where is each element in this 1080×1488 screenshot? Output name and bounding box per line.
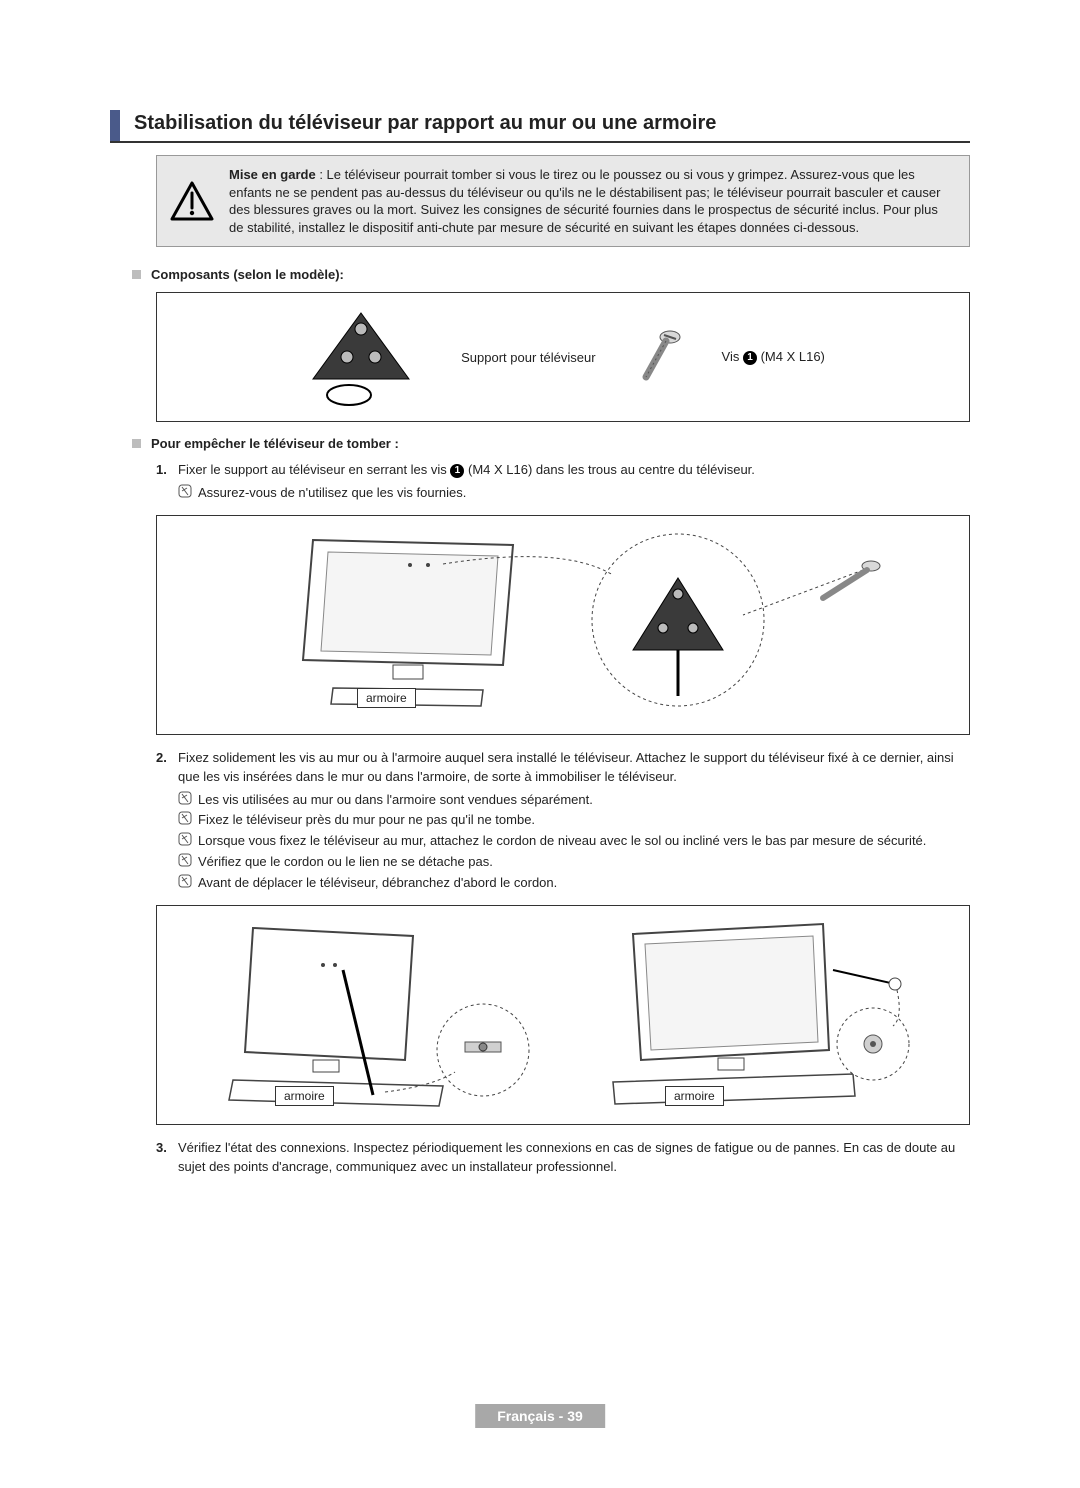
diagram-label-armoire: armoire: [357, 688, 416, 708]
step-3: 3. Vérifiez l'état des connexions. Inspe…: [156, 1139, 970, 1177]
figure-step1: armoire: [156, 515, 970, 735]
figure-components: Support pour téléviseur Vis 1 (M4 X L16): [156, 292, 970, 422]
step-2-note: Fixez le téléviseur près du mur pour ne …: [178, 811, 970, 830]
subheading-prevent: Pour empêcher le téléviseur de tomber :: [132, 436, 970, 451]
step-3-number: 3.: [156, 1139, 178, 1177]
section-heading: Stabilisation du téléviseur par rapport …: [110, 110, 970, 143]
heading-accent-bar: [110, 110, 120, 141]
note-icon: [178, 791, 198, 810]
step-2-note-text: Fixez le téléviseur près du mur pour ne …: [198, 811, 970, 830]
warning-text: Mise en garde : Le téléviseur pourrait t…: [229, 166, 955, 236]
note-icon: [178, 874, 198, 893]
screw-number-badge: 1: [743, 351, 757, 365]
warning-box: Mise en garde : Le téléviseur pourrait t…: [156, 155, 970, 247]
step-2-note: Avant de déplacer le téléviseur, débranc…: [178, 874, 970, 893]
step-2-text: Fixez solidement les vis au mur ou à l'a…: [178, 750, 954, 784]
step-1-note-text: Assurez-vous de n'utilisez que les vis f…: [198, 484, 970, 503]
note-icon: [178, 811, 198, 830]
step-2-note: Les vis utilisées au mur ou dans l'armoi…: [178, 791, 970, 810]
step-1-number: 1.: [156, 461, 178, 505]
warning-bold: Mise en garde: [229, 167, 316, 182]
note-icon: [178, 832, 198, 851]
step-2: 2. Fixez solidement les vis au mur ou à …: [156, 749, 970, 895]
note-icon: [178, 484, 198, 503]
step-2-note-text: Lorsque vous fixez le téléviseur au mur,…: [198, 832, 970, 851]
step1-diagram: [183, 520, 943, 730]
bullet-square-icon: [132, 439, 141, 448]
step-2-number: 2.: [156, 749, 178, 895]
subheading-prevent-text: Pour empêcher le téléviseur de tomber :: [151, 436, 399, 451]
bullet-square-icon: [132, 270, 141, 279]
warning-icon: [167, 181, 217, 221]
holder-label: Support pour téléviseur: [461, 350, 595, 365]
step-1-text-prefix: Fixer le support au téléviseur en serran…: [178, 462, 450, 477]
screw-number-badge: 1: [450, 464, 464, 478]
step-2-note-text: Avant de déplacer le téléviseur, débranc…: [198, 874, 970, 893]
step-3-text: Vérifiez l'état des connexions. Inspecte…: [178, 1139, 970, 1177]
step-1-text-suffix: (M4 X L16) dans les trous au centre du t…: [464, 462, 755, 477]
screw-label-prefix: Vis: [722, 349, 743, 364]
page-footer: Français - 39: [475, 1404, 605, 1428]
step-2-note: Vérifiez que le cordon ou le lien ne se …: [178, 853, 970, 872]
step-1: 1. Fixer le support au téléviseur en ser…: [156, 461, 970, 505]
diagram-label-armoire: armoire: [275, 1086, 334, 1106]
note-icon: [178, 853, 198, 872]
subheading-components: Composants (selon le modèle):: [132, 267, 970, 282]
step-1-note: Assurez-vous de n'utilisez que les vis f…: [178, 484, 970, 503]
diagram-label-armoire: armoire: [665, 1086, 724, 1106]
screw-label: Vis 1 (M4 X L16): [722, 349, 825, 365]
step-2-note-text: Les vis utilisées au mur ou dans l'armoi…: [198, 791, 970, 810]
screw-label-suffix: (M4 X L16): [757, 349, 825, 364]
warning-body: : Le téléviseur pourrait tomber si vous …: [229, 167, 940, 235]
heading-text: Stabilisation du téléviseur par rapport …: [134, 110, 716, 141]
screw-illustration: [636, 327, 682, 387]
step-2-note-text: Vérifiez que le cordon ou le lien ne se …: [198, 853, 970, 872]
figure-step2: armoire armoire: [156, 905, 970, 1125]
step-2-note: Lorsque vous fixez le téléviseur au mur,…: [178, 832, 970, 851]
subheading-components-text: Composants (selon le modèle):: [151, 267, 344, 282]
tv-holder-illustration: [301, 307, 421, 407]
